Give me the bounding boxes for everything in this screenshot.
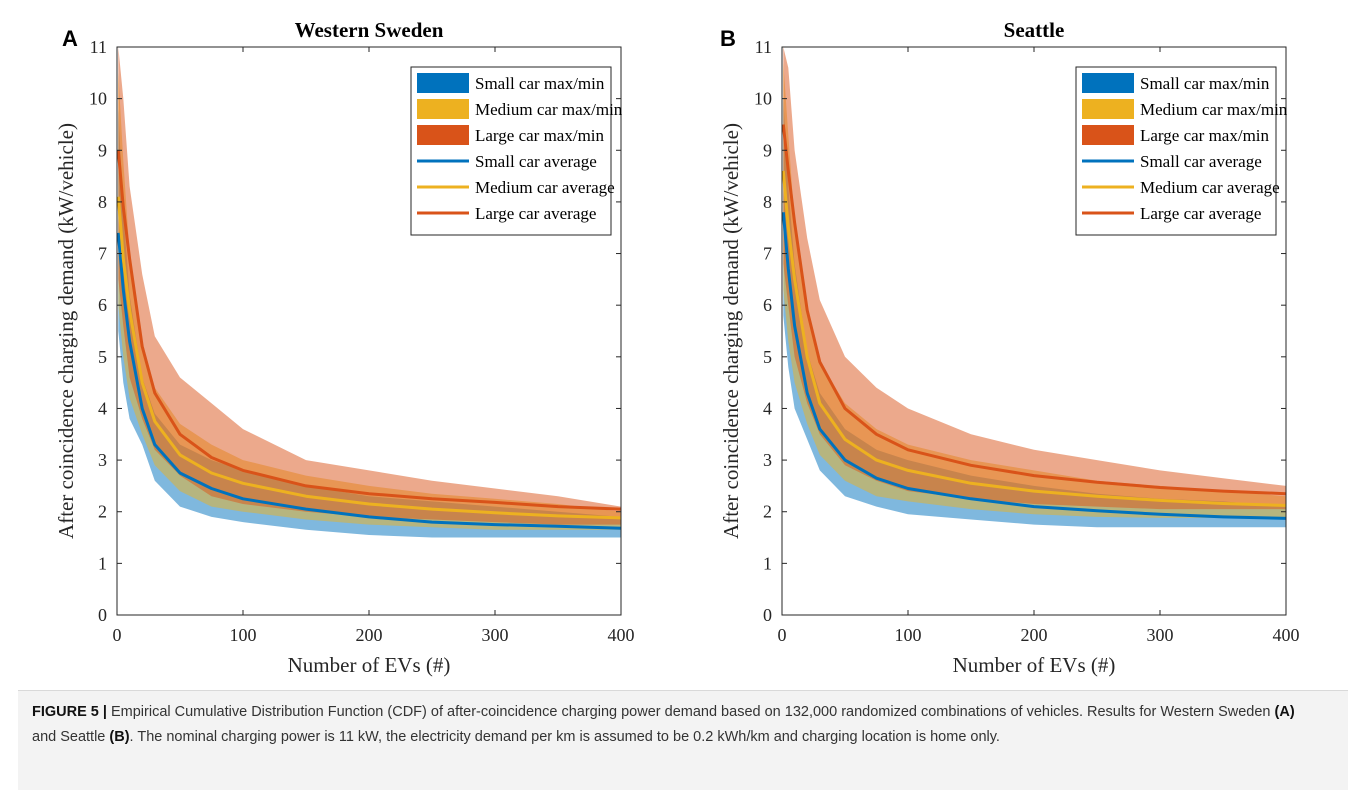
y-axis-label: After coincidence charging demand (kW/ve… bbox=[54, 123, 78, 539]
x-tick-label: 300 bbox=[1147, 625, 1174, 645]
y-tick-label: 2 bbox=[763, 502, 772, 522]
legend-swatch bbox=[1082, 99, 1134, 119]
legend-label: Medium car max/min bbox=[1140, 100, 1288, 119]
y-tick-label: 4 bbox=[98, 398, 107, 418]
lines-group bbox=[781, 124, 1287, 520]
y-tick-label: 9 bbox=[763, 140, 772, 160]
caption-ref-b: (B) bbox=[109, 729, 130, 745]
y-tick-label: 2 bbox=[98, 502, 107, 522]
caption-ref-a: (A) bbox=[1274, 704, 1295, 720]
panel-b: 0 1 2 3 4 5 6 7 8 9 10 11 0 100 200 300 400 Number of EVs… bbox=[719, 18, 1300, 677]
legend-label: Medium car average bbox=[1140, 178, 1280, 197]
legend-label: Medium car average bbox=[475, 178, 615, 197]
x-tick-label: 100 bbox=[895, 625, 922, 645]
y-tick-label: 8 bbox=[98, 192, 107, 212]
line-0 bbox=[781, 212, 1287, 520]
y-tick-label: 0 bbox=[98, 605, 107, 625]
legend-box bbox=[410, 66, 612, 236]
line-1 bbox=[116, 196, 622, 520]
y-tick-label: 10 bbox=[754, 89, 772, 109]
band-0 bbox=[783, 98, 1286, 528]
legend-label: Large car max/min bbox=[1140, 126, 1270, 145]
legend-label: Small car average bbox=[475, 152, 597, 171]
legend: Small car max/min Medium car max/min Large… bbox=[1075, 66, 1288, 236]
legend-label: Large car max/min bbox=[475, 126, 605, 145]
caption-box bbox=[18, 690, 1348, 790]
y-tick-label: 9 bbox=[98, 140, 107, 160]
caption-text-2: and Seattle bbox=[32, 729, 110, 745]
y-tick-label: 6 bbox=[98, 295, 107, 315]
chart-title: Western Sweden bbox=[295, 18, 444, 42]
x-tick-label: 200 bbox=[356, 625, 383, 645]
y-tick-label: 7 bbox=[763, 244, 772, 264]
y-tick-label: 5 bbox=[763, 347, 772, 367]
chart-title: Seattle bbox=[1004, 18, 1065, 42]
y-tick-label: 11 bbox=[90, 37, 107, 57]
bands-group bbox=[783, 47, 1286, 528]
line-2 bbox=[116, 150, 622, 511]
panel-letter: B bbox=[720, 26, 736, 51]
legend: Small car max/min Medium car max/min Large… bbox=[410, 66, 623, 236]
y-axis-label: After coincidence charging demand (kW/ve… bbox=[719, 123, 743, 539]
x-tick-label: 100 bbox=[230, 625, 257, 645]
legend-box bbox=[1075, 66, 1277, 236]
legend-label: Medium car max/min bbox=[475, 100, 623, 119]
x-tick-label: 0 bbox=[113, 625, 122, 645]
legend-label: Large car average bbox=[1140, 204, 1261, 223]
caption-text-3: . The nominal charging power is 11 kW, t… bbox=[129, 729, 1000, 745]
legend-label: Large car average bbox=[475, 204, 596, 223]
caption-text-1: Empirical Cumulative Distribution Functi… bbox=[106, 704, 1275, 720]
legend-swatch bbox=[417, 99, 469, 119]
figure-caption: FIGURE 5 | Empirical Cumulative Distribu… bbox=[32, 700, 1322, 750]
x-axis-label: Number of EVs (#) bbox=[953, 653, 1116, 677]
y-tick-label: 7 bbox=[98, 244, 107, 264]
x-tick-label: 0 bbox=[778, 625, 787, 645]
legend-swatch bbox=[417, 125, 469, 145]
legend-label: Small car max/min bbox=[475, 74, 605, 93]
bands-group bbox=[118, 47, 622, 538]
x-tick-label: 300 bbox=[482, 625, 509, 645]
legend-swatch bbox=[1082, 73, 1134, 93]
panel-a: 0 1 2 3 4 5 6 7 8 9 10 11 0 100 200 300 400 Number of EVs… bbox=[54, 18, 635, 677]
legend-swatch bbox=[1082, 125, 1134, 145]
y-tick-label: 11 bbox=[755, 37, 772, 57]
x-tick-label: 200 bbox=[1021, 625, 1048, 645]
y-tick-label: 10 bbox=[89, 89, 107, 109]
legend-label: Small car average bbox=[1140, 152, 1262, 171]
y-tick-label: 6 bbox=[763, 295, 772, 315]
line-1 bbox=[781, 170, 1287, 507]
y-tick-label: 3 bbox=[763, 450, 772, 470]
y-tick-label: 3 bbox=[98, 450, 107, 470]
x-tick-label: 400 bbox=[1273, 625, 1300, 645]
y-tick-label: 4 bbox=[763, 398, 772, 418]
y-tick-label: 1 bbox=[98, 553, 107, 573]
x-axis-label: Number of EVs (#) bbox=[288, 653, 451, 677]
panel-letter: A bbox=[62, 26, 78, 51]
y-tick-label: 8 bbox=[763, 192, 772, 212]
line-2 bbox=[781, 124, 1287, 496]
y-tick-label: 1 bbox=[763, 553, 772, 573]
legend-label: Small car max/min bbox=[1140, 74, 1270, 93]
legend-swatch bbox=[417, 73, 469, 93]
x-tick-label: 400 bbox=[608, 625, 635, 645]
y-tick-label: 5 bbox=[98, 347, 107, 367]
lines-group bbox=[116, 150, 622, 530]
y-tick-label: 0 bbox=[763, 605, 772, 625]
line-0 bbox=[116, 232, 622, 530]
band-0 bbox=[118, 109, 622, 538]
caption-label: FIGURE 5 | bbox=[32, 704, 107, 720]
